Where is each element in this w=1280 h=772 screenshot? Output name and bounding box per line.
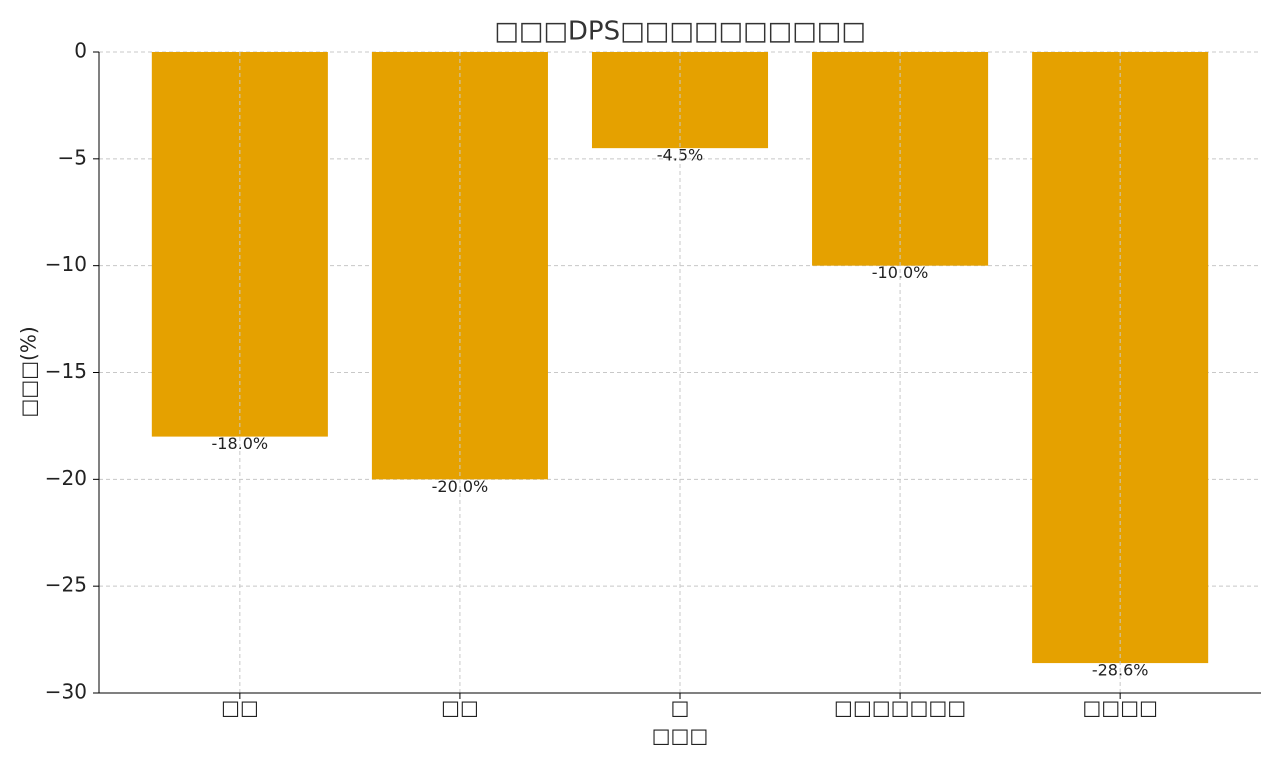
y-tick-label: −10	[45, 252, 87, 276]
value-label: -18.0%	[212, 434, 269, 453]
y-axis-label: □□□(%)	[17, 326, 41, 417]
x-tick-label: □	[671, 696, 690, 720]
y-tick-label: −25	[45, 573, 87, 597]
x-tick-label: □□	[221, 696, 259, 720]
y-tick-label: −30	[45, 680, 87, 704]
x-axis-label: □□□	[652, 724, 709, 748]
x-tick-label: □□□□□□□	[834, 696, 966, 720]
y-tick-label: 0	[74, 39, 87, 63]
y-tick-label: −20	[45, 466, 87, 490]
value-label: -4.5%	[657, 146, 703, 165]
y-tick-label: −15	[45, 359, 87, 383]
y-tick-label: −5	[58, 145, 87, 169]
chart-title: □□□DPS□□□□□□□□□□	[494, 17, 866, 47]
x-tick-label: □□	[441, 696, 479, 720]
x-tick-label: □□□□	[1082, 696, 1158, 720]
